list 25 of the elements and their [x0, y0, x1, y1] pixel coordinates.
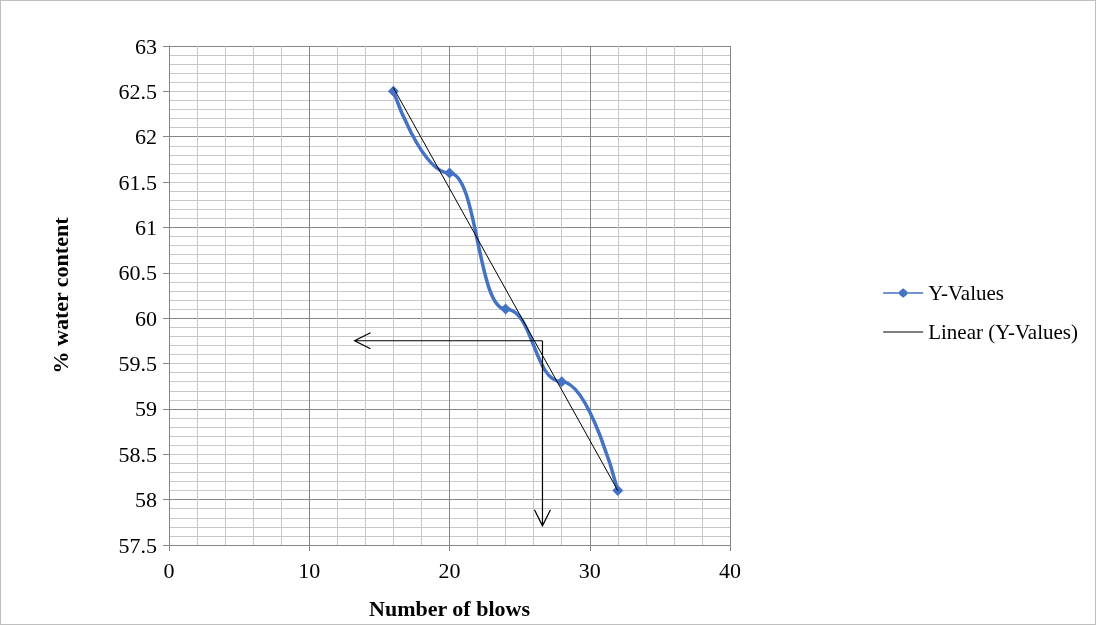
y-tick-label: 58 — [135, 487, 157, 513]
y-tick-label: 63 — [135, 33, 157, 59]
y-tick-label: 62 — [135, 124, 157, 150]
y-tick-label: 57.5 — [118, 532, 157, 558]
y-tick-label: 58.5 — [118, 441, 157, 467]
y-tick-label: 61 — [135, 214, 157, 240]
y-tick-label: 60.5 — [118, 260, 157, 286]
point — [556, 376, 568, 388]
point — [500, 303, 512, 315]
x-axis-title: Number of blows — [369, 595, 531, 621]
y-tick-label: 60 — [135, 305, 157, 331]
x-tick-label: 30 — [578, 557, 601, 583]
x-tick-label: 10 — [298, 557, 321, 583]
y-axis-title: % water content — [47, 216, 73, 374]
point — [612, 485, 624, 497]
legend-label: Y-Values — [928, 281, 1004, 305]
y-tick-label: 62.5 — [118, 78, 157, 104]
point — [444, 167, 455, 179]
legend-label: Linear (Y-Values) — [928, 320, 1079, 344]
y-tick-label: 59.5 — [118, 351, 157, 377]
x-tick-label: 0 — [163, 557, 175, 583]
y-tick-label: 61.5 — [118, 169, 157, 195]
x-tick-label: 40 — [719, 557, 741, 583]
y-tick-label: 59 — [135, 396, 157, 422]
x-tick-label: 20 — [438, 557, 461, 583]
